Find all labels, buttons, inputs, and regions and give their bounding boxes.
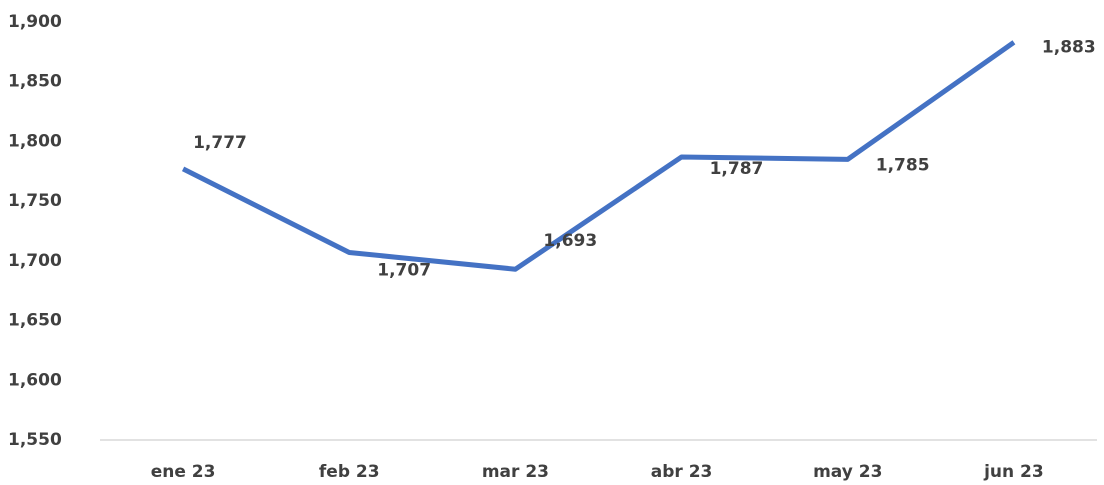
data-label: 1,707 bbox=[377, 260, 431, 280]
x-tick-label: ene 23 bbox=[151, 462, 216, 482]
y-tick-label: 1,700 bbox=[8, 251, 62, 271]
chart: 1,550 1,600 1,650 1,700 1,750 1,800 1,850 1,900… bbox=[0, 0, 1104, 485]
y-tick-label: 1,850 bbox=[8, 72, 62, 92]
y-tick-label: 1,650 bbox=[8, 311, 62, 331]
y-tick-label: 1,550 bbox=[8, 430, 62, 450]
data-label: 1,785 bbox=[876, 155, 930, 175]
y-tick-label: 1,750 bbox=[8, 191, 62, 211]
data-label: 1,787 bbox=[710, 159, 764, 179]
x-tick-label: mar 23 bbox=[482, 462, 549, 482]
x-tick-label: jun 23 bbox=[983, 462, 1044, 482]
x-tick-label: may 23 bbox=[813, 462, 882, 482]
data-label: 1,883 bbox=[1042, 37, 1096, 57]
y-tick-label: 1,900 bbox=[8, 12, 62, 32]
y-tick-label: 1,600 bbox=[8, 370, 62, 390]
x-tick-label: feb 23 bbox=[319, 462, 380, 482]
data-label: 1,777 bbox=[193, 133, 247, 153]
x-tick-label: abr 23 bbox=[651, 462, 713, 482]
y-tick-label: 1,800 bbox=[8, 131, 62, 151]
data-label: 1,693 bbox=[543, 231, 597, 251]
